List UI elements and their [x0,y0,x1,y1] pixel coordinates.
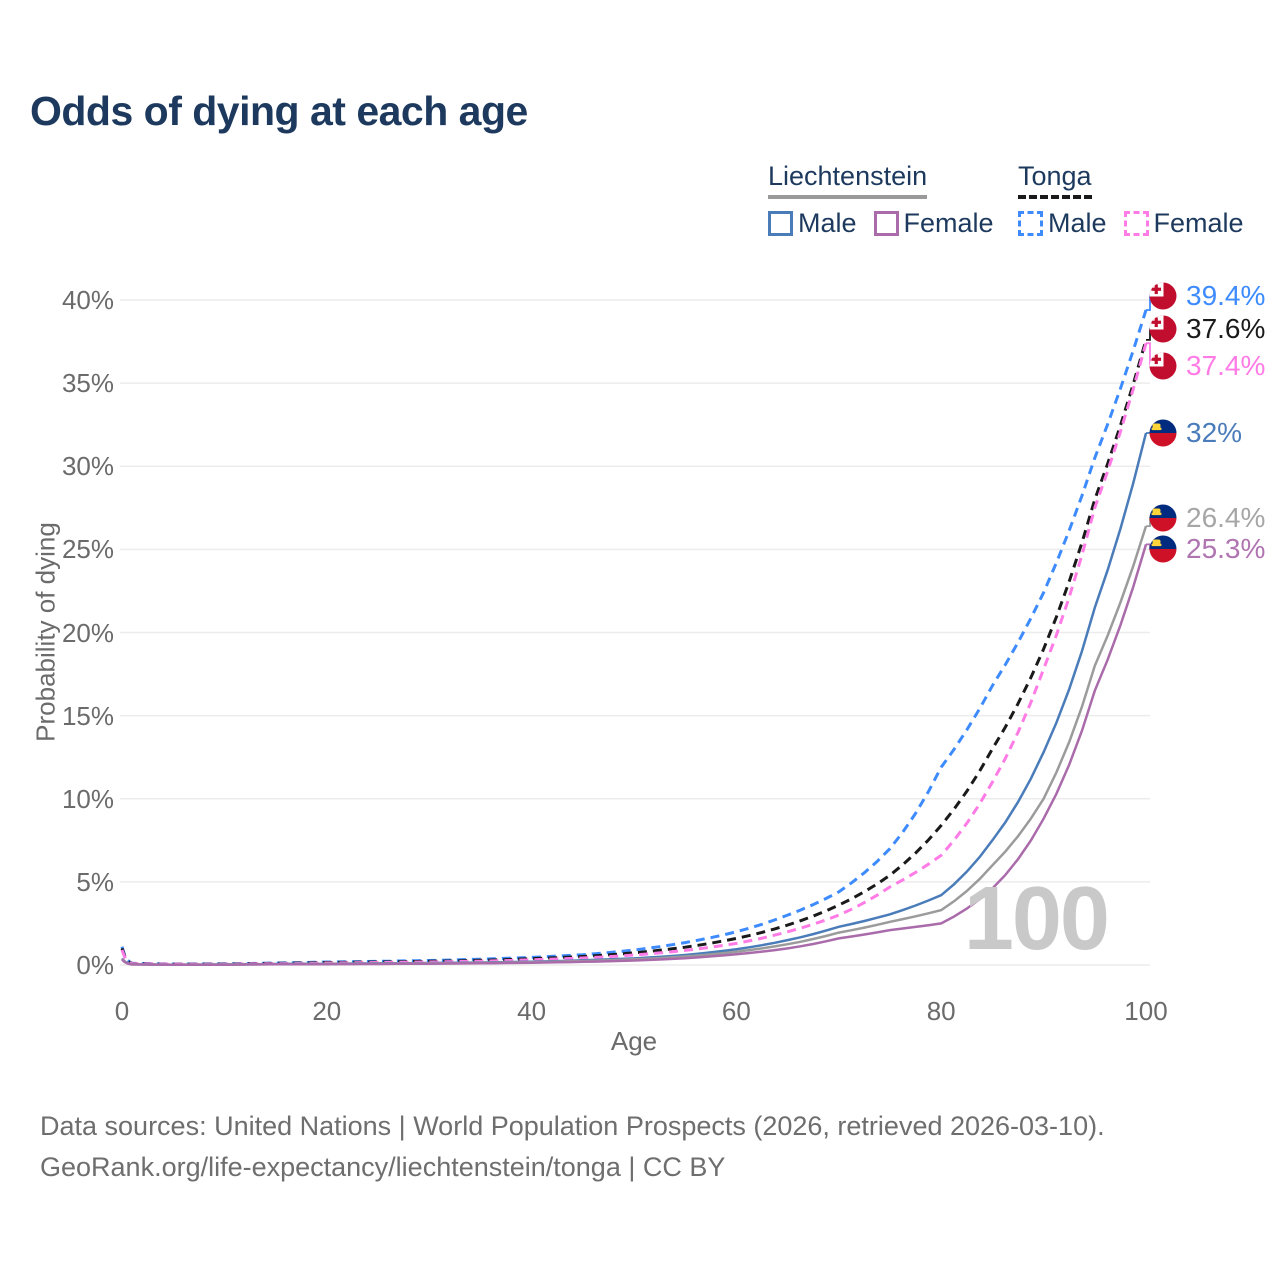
flag-tonga-icon [1149,315,1177,343]
liechtenstein-male-swatch-icon [768,211,793,236]
legend-item-tonga-male[interactable]: Male [1018,208,1107,239]
flag-liechtenstein-icon [1149,419,1177,447]
liechtenstein-female-swatch-icon [873,211,899,236]
flag-tonga-icon [1149,282,1177,310]
legend-item-label: Female [903,208,994,238]
legend-group-tonga: Tonga Male Female [1018,161,1244,239]
end-value-label-liechtenstein-both-sexes: 26.4% [1186,502,1266,533]
series-line-liechtenstein-female[interactable] [121,544,1148,966]
flag-liechtenstein-icon [1149,504,1177,532]
legend-items-liechtenstein: Male Female [768,208,994,239]
y-tick-label: 0% [76,950,114,980]
y-tick-label: 15% [61,700,114,731]
y-tick-label: 10% [61,783,114,814]
legend-item-liechtenstein-male[interactable]: Male [768,208,857,239]
tonga-female-swatch-icon [1123,211,1149,236]
end-value-label-tonga-male: 39.4% [1186,280,1266,311]
flag-tonga-icon [1149,352,1177,380]
legend-item-tonga-female[interactable]: Female [1123,208,1244,239]
legend-group-liechtenstein: Liechtenstein Male Female [768,161,994,239]
end-value-label-tonga-female: 37.4% [1186,350,1266,381]
flag-liechtenstein-icon [1149,535,1177,563]
legend-item-label: Male [1048,208,1107,238]
footer-source-line: Data sources: United Nations | World Pop… [40,1111,1105,1141]
page-title: Odds of dying at each age [30,88,528,134]
x-axis-title: Age [610,1026,658,1056]
x-tick-label: 100 [1124,996,1168,1026]
y-tick-label: 20% [61,617,114,648]
x-tick-label: 0 [114,996,130,1026]
end-value-label-liechtenstein-female: 25.3% [1186,533,1266,564]
footer: Data sources: United Nations | World Pop… [40,1106,1105,1188]
end-value-label-tonga-both-sexes: 37.6% [1186,313,1266,344]
legend-header-tonga[interactable]: Tonga [1018,161,1092,199]
footer-attribution-line: GeoRank.org/life-expectancy/liechtenstei… [40,1152,726,1182]
legend-header-liechtenstein[interactable]: Liechtenstein [768,161,928,199]
y-tick-label: 5% [76,866,114,897]
legend-item-liechtenstein-female[interactable]: Female [873,208,994,239]
y-tick-label: 35% [61,368,114,399]
legend-items-tonga: Male Female [1018,208,1244,239]
tonga-male-swatch-icon [1018,211,1043,236]
end-value-label-liechtenstein-male: 32% [1186,417,1243,448]
x-tick-label: 40 [517,996,547,1026]
age-watermark: 100 [963,869,1110,969]
y-tick-label: 40% [61,285,114,315]
x-tick-label: 20 [312,996,342,1026]
y-tick-label: 25% [61,534,114,565]
x-tick-label: 60 [721,996,751,1026]
legend-item-label: Male [798,208,857,238]
y-tick-label: 30% [61,451,114,482]
legend-item-label: Female [1153,208,1244,238]
x-tick-label: 80 [926,996,956,1026]
